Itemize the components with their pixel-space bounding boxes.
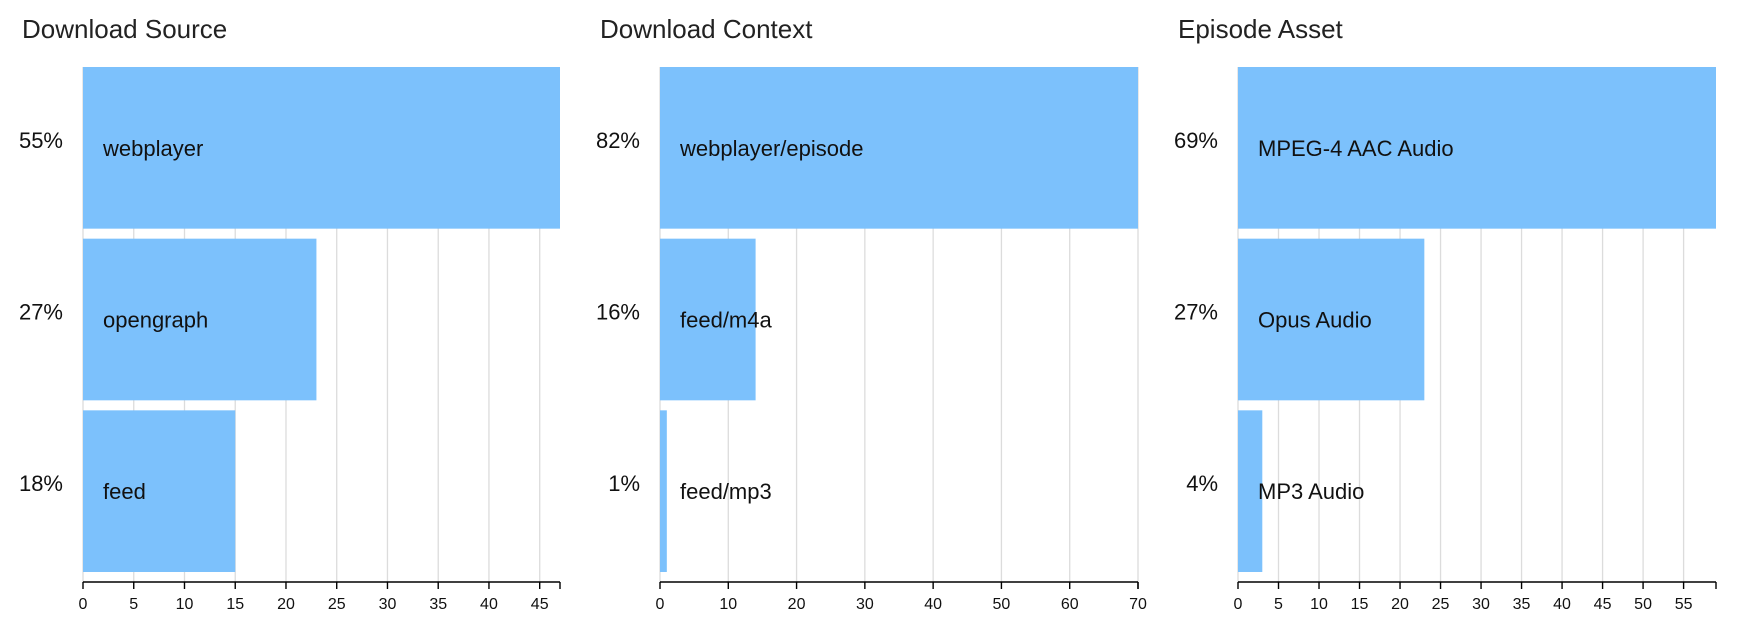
percent-label: 16% <box>596 300 640 325</box>
x-tick-label: 40 <box>1553 596 1571 613</box>
percent-label: 18% <box>19 471 63 496</box>
x-tick-label: 25 <box>328 596 346 613</box>
x-tick-label: 0 <box>1234 596 1243 613</box>
bar <box>1238 410 1263 572</box>
x-tick-label: 15 <box>1351 596 1369 613</box>
category-label: Opus Audio <box>1258 308 1372 333</box>
bar <box>83 238 317 401</box>
x-tick-label: 10 <box>176 596 194 613</box>
bar <box>83 410 236 572</box>
bar <box>1238 238 1425 401</box>
x-tick-label: 0 <box>656 596 665 613</box>
x-tick-label: 0 <box>79 596 88 613</box>
category-label: opengraph <box>103 308 208 333</box>
category-label: feed <box>103 479 146 504</box>
category-label: MPEG-4 AAC Audio <box>1258 136 1454 161</box>
x-tick-label: 40 <box>924 596 942 613</box>
category-label: feed/mp3 <box>680 479 772 504</box>
x-tick-label: 30 <box>1472 596 1490 613</box>
x-tick-label: 40 <box>480 596 498 613</box>
chart-title: Download Source <box>22 14 227 44</box>
x-tick-label: 30 <box>856 596 874 613</box>
x-tick-label: 30 <box>379 596 397 613</box>
category-label: MP3 Audio <box>1258 479 1364 504</box>
x-tick-label: 45 <box>531 596 549 613</box>
chart-title: Episode Asset <box>1178 14 1344 44</box>
bar <box>660 238 756 401</box>
x-tick-label: 35 <box>1513 596 1531 613</box>
bar <box>83 67 560 229</box>
x-tick-label: 45 <box>1594 596 1612 613</box>
x-tick-label: 20 <box>788 596 806 613</box>
percent-label: 27% <box>19 300 63 325</box>
bar <box>1238 67 1716 229</box>
percent-label: 69% <box>1174 128 1218 153</box>
category-label: feed/m4a <box>680 308 772 333</box>
x-tick-label: 15 <box>226 596 244 613</box>
chart-panel-2: Download Context 82% webplayer/episode 16% f… <box>596 14 1147 613</box>
percent-label: 82% <box>596 128 640 153</box>
category-label: webplayer <box>102 136 203 161</box>
x-tick-label: 55 <box>1675 596 1693 613</box>
x-tick-label: 5 <box>129 596 138 613</box>
x-tick-label: 70 <box>1129 596 1147 613</box>
x-tick-label: 50 <box>993 596 1011 613</box>
x-tick-label: 60 <box>1061 596 1079 613</box>
x-tick-label: 20 <box>1391 596 1409 613</box>
percent-label: 1% <box>608 471 640 496</box>
x-tick-label: 10 <box>719 596 737 613</box>
chart-panel-3: Episode Asset 69% MPEG-4 AAC Audio 27% Opus … <box>1174 14 1717 613</box>
x-tick-label: 10 <box>1310 596 1328 613</box>
percent-label: 4% <box>1186 471 1218 496</box>
percent-label: 27% <box>1174 300 1218 325</box>
bar <box>660 67 1138 229</box>
chart-title: Download Context <box>600 14 813 44</box>
category-label: webplayer/episode <box>679 136 863 161</box>
x-tick-label: 25 <box>1432 596 1450 613</box>
x-tick-label: 50 <box>1634 596 1652 613</box>
bar <box>660 410 667 572</box>
x-tick-label: 5 <box>1274 596 1283 613</box>
percent-label: 55% <box>19 128 63 153</box>
x-tick-label: 35 <box>429 596 447 613</box>
chart-panel-1: Download Source 55% webplayer 27% opengraph 1… <box>19 14 561 613</box>
x-tick-label: 20 <box>277 596 295 613</box>
